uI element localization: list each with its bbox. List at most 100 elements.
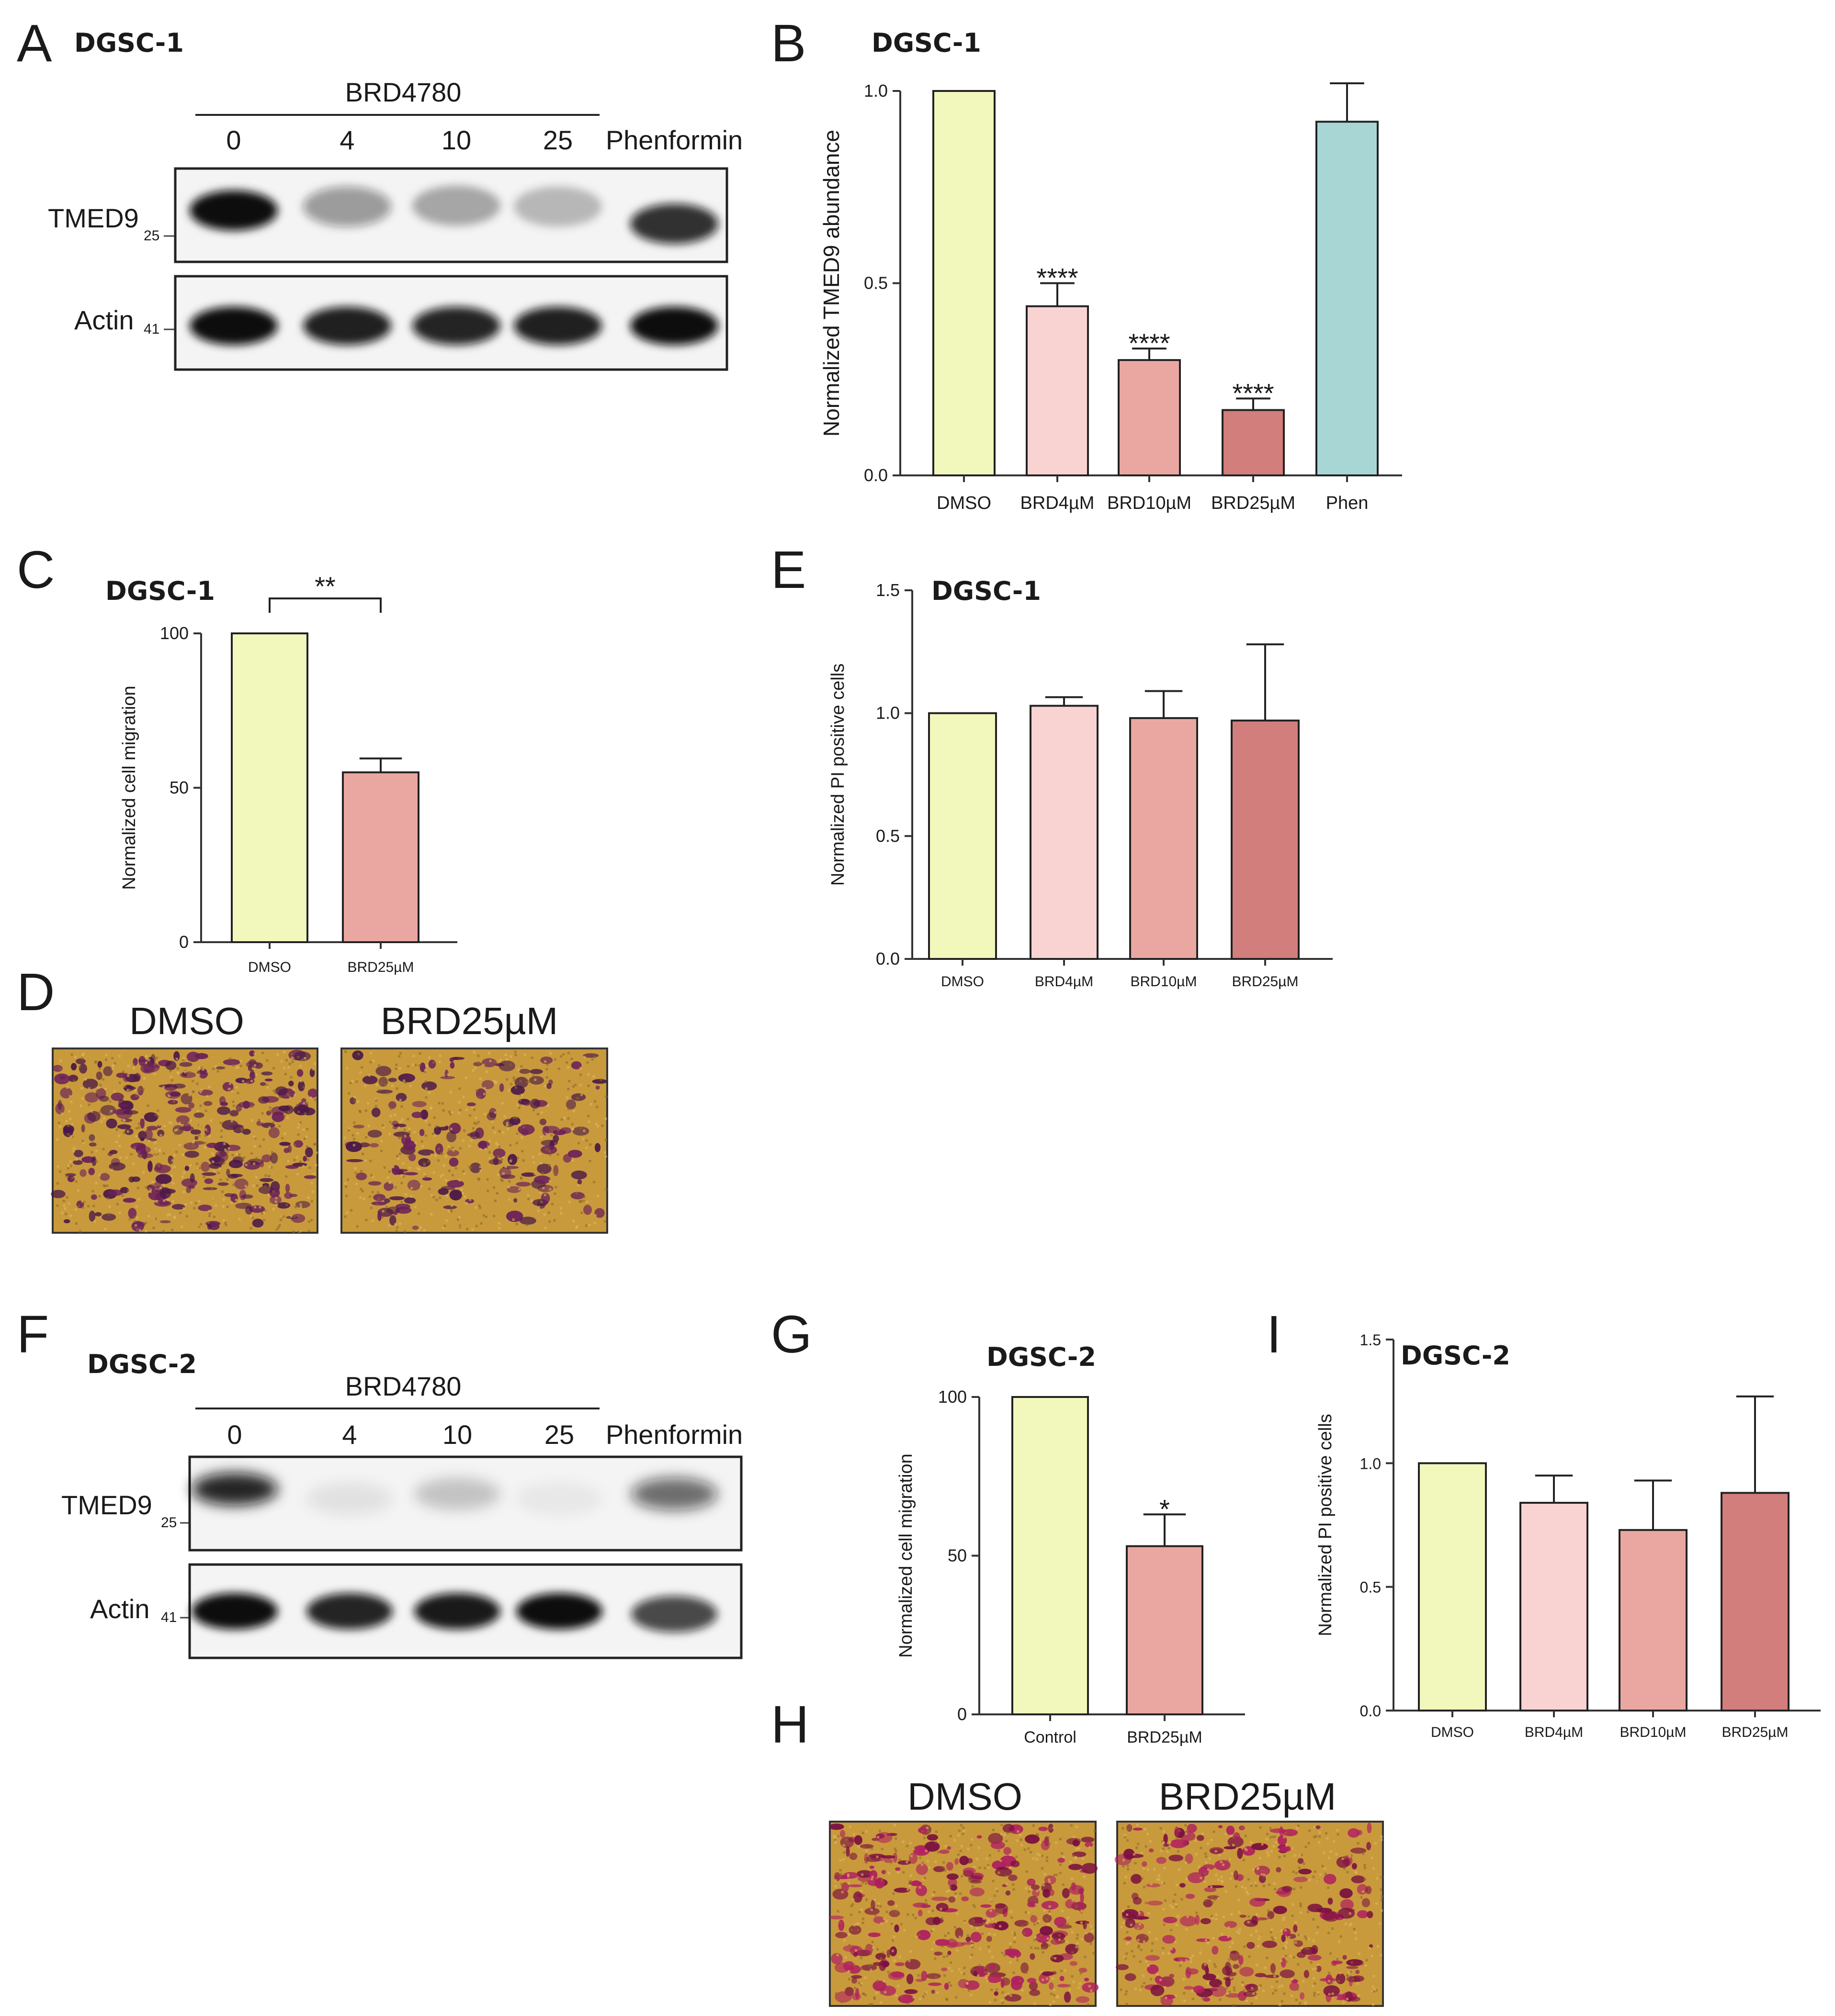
- texture-speck: [128, 1218, 131, 1221]
- texture-speck: [1076, 1937, 1078, 1940]
- cell-speck: [1293, 1924, 1298, 1933]
- texture-speck: [906, 1861, 908, 1864]
- texture-speck: [1009, 1911, 1012, 1913]
- texture-speck: [955, 1996, 958, 1999]
- cell-speck: [198, 1069, 208, 1079]
- texture-speck: [222, 1099, 225, 1102]
- texture-speck: [1198, 1866, 1201, 1869]
- cell-speck: [130, 1094, 139, 1101]
- texture-speck: [582, 1199, 585, 1202]
- cell-speck: [933, 1866, 945, 1872]
- cell-speck: [1042, 1971, 1054, 1976]
- texture-speck: [80, 1087, 83, 1090]
- texture-speck: [1261, 1843, 1264, 1846]
- texture-speck: [871, 1878, 873, 1881]
- texture-speck: [145, 1186, 147, 1189]
- texture-speck: [1224, 1833, 1227, 1836]
- cell-speck: [1030, 1915, 1038, 1923]
- texture-speck: [391, 1125, 394, 1127]
- band: [414, 1477, 500, 1510]
- cell-speck: [1150, 1984, 1165, 1996]
- texture-speck: [1033, 2002, 1036, 2005]
- texture-speck: [1172, 1900, 1175, 1903]
- cell-speck: [1156, 1857, 1167, 1864]
- cell-speck: [119, 1103, 130, 1107]
- texture-speck: [1048, 1878, 1051, 1881]
- texture-speck: [399, 1099, 402, 1102]
- cell-speck: [1040, 1926, 1053, 1936]
- texture-speck: [466, 1228, 469, 1230]
- texture-speck: [589, 1103, 592, 1106]
- texture-speck: [841, 1891, 844, 1893]
- texture-speck: [600, 1078, 602, 1081]
- texture-speck: [1364, 1964, 1367, 1967]
- y-tick-label: 0.5: [864, 273, 888, 293]
- texture-speck: [1255, 1997, 1257, 2000]
- cell-speck: [109, 1162, 126, 1171]
- cell-speck: [1255, 1973, 1266, 1978]
- cell-speck: [194, 1053, 209, 1059]
- texture-speck: [1348, 1924, 1351, 1926]
- texture-speck: [283, 1067, 286, 1070]
- cell-speck: [1065, 1944, 1078, 1955]
- texture-speck: [1039, 1854, 1042, 1857]
- texture-speck: [112, 1065, 114, 1068]
- texture-speck: [1146, 1868, 1149, 1871]
- texture-speck: [384, 1084, 386, 1087]
- texture-speck: [1175, 1903, 1178, 1906]
- cell-speck: [207, 1224, 212, 1230]
- cell-speck: [946, 1873, 959, 1880]
- texture-speck: [1336, 1958, 1339, 1960]
- texture-speck: [931, 1909, 934, 1912]
- texture-speck: [957, 1834, 960, 1837]
- cell-speck: [1142, 1861, 1147, 1867]
- texture-speck: [515, 1116, 518, 1119]
- texture-speck: [304, 1057, 306, 1059]
- texture-speck: [297, 1111, 300, 1113]
- lane-label: 4: [340, 125, 354, 155]
- texture-speck: [1065, 1940, 1068, 1943]
- panel-letter: C: [17, 541, 55, 599]
- texture-speck: [63, 1204, 66, 1207]
- texture-speck: [196, 1082, 199, 1085]
- texture-speck: [407, 1118, 409, 1121]
- texture-speck: [1084, 1956, 1087, 1959]
- texture-speck: [355, 1183, 358, 1185]
- texture-speck: [544, 1194, 546, 1196]
- texture-speck: [445, 1194, 448, 1197]
- texture-speck: [1232, 1836, 1235, 1839]
- band: [414, 1593, 500, 1630]
- texture-speck: [1088, 1985, 1091, 1988]
- cell-speck: [97, 1061, 102, 1068]
- texture-speck: [306, 1127, 309, 1130]
- texture-speck: [1177, 1915, 1179, 1917]
- texture-speck: [1312, 1985, 1314, 1987]
- texture-speck: [1356, 1982, 1359, 1985]
- texture-speck: [604, 1220, 607, 1223]
- cell-speck: [1049, 1982, 1054, 1990]
- texture-speck: [292, 1230, 295, 1233]
- texture-speck: [261, 1112, 264, 1115]
- texture-speck: [539, 1187, 542, 1190]
- texture-speck: [1051, 1956, 1054, 1959]
- texture-speck: [135, 1094, 138, 1097]
- texture-speck: [583, 1056, 586, 1059]
- texture-speck: [960, 1845, 963, 1847]
- texture-speck: [1009, 1867, 1011, 1870]
- texture-speck: [170, 1075, 172, 1078]
- band-shape: [192, 1593, 278, 1630]
- texture-speck: [1328, 1971, 1331, 1974]
- texture-speck: [137, 1122, 140, 1125]
- texture-speck: [158, 1149, 161, 1152]
- cell-speck: [936, 1903, 949, 1912]
- texture-speck: [259, 1206, 261, 1209]
- texture-speck: [1255, 1884, 1257, 1887]
- texture-speck: [993, 1933, 996, 1936]
- texture-speck: [992, 1880, 995, 1882]
- texture-speck: [1375, 1877, 1378, 1880]
- cell-speck: [1062, 1888, 1070, 1898]
- x-tick-label: BRD10µM: [1131, 974, 1197, 990]
- texture-speck: [833, 1836, 836, 1839]
- texture-speck: [1212, 1888, 1215, 1891]
- texture-speck: [1250, 1841, 1253, 1844]
